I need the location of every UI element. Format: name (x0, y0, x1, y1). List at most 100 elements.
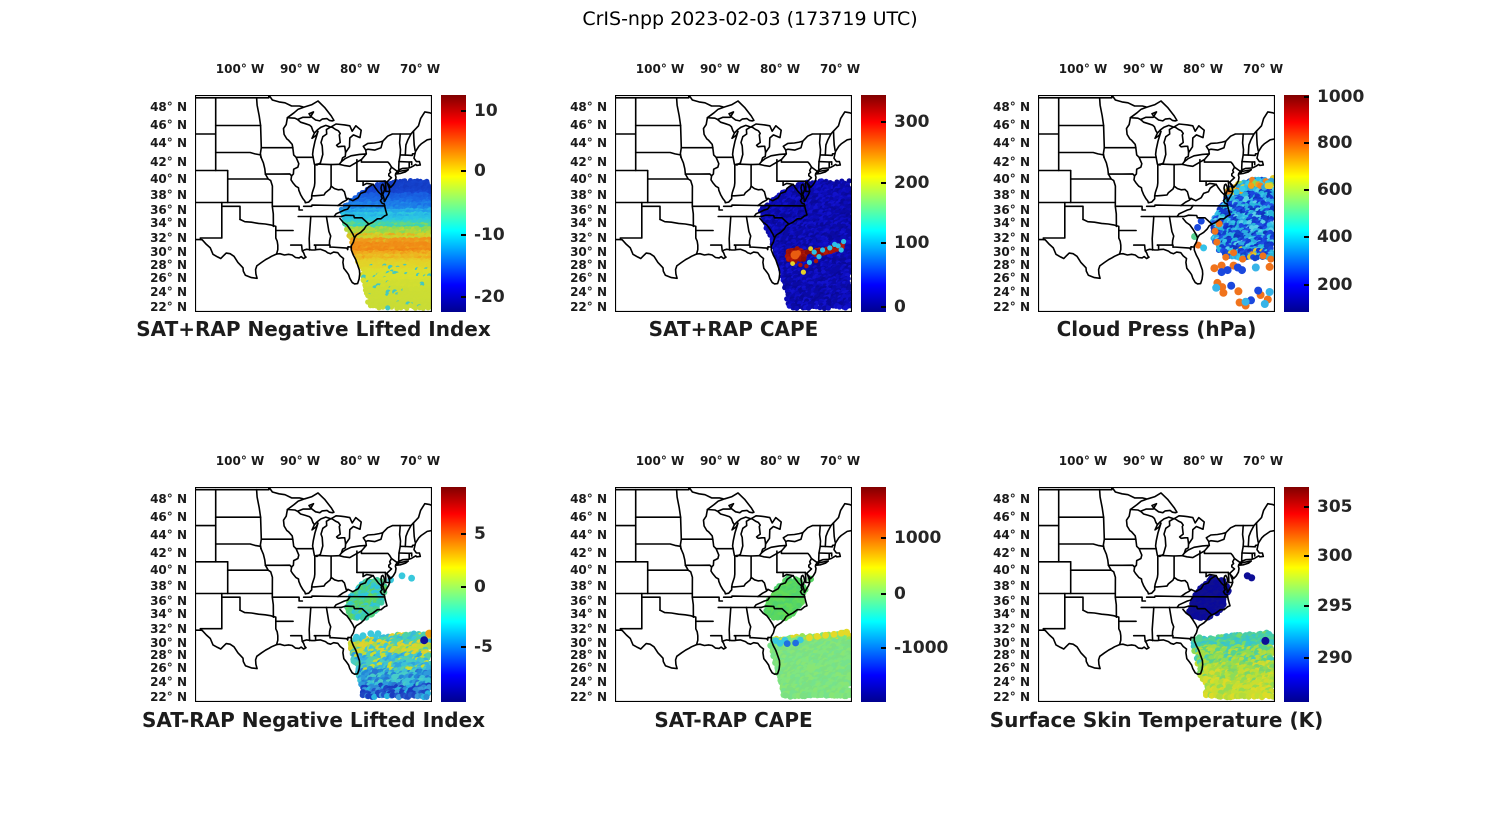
colorbar (441, 95, 466, 312)
colorbar-tick (461, 586, 466, 589)
lat-tick-label: 30° N (993, 635, 1030, 650)
lat-tick-label: 48° N (150, 491, 187, 506)
colorbar-tick-label: -1000 (894, 638, 949, 659)
lat-tick-label: 44° N (993, 527, 1030, 542)
colorbar-tick (1304, 505, 1309, 508)
panel-title: SAT-RAP CAPE (654, 708, 813, 732)
lat-tick-label: 40° N (993, 563, 1030, 578)
colorbar-tick-label: 1000 (1317, 87, 1365, 108)
lat-tick-label: 42° N (150, 546, 187, 561)
lat-tick-label: 26° N (150, 270, 187, 285)
colorbar-tick (1304, 189, 1309, 192)
lon-tick-label: 70° W (399, 454, 441, 468)
colorbar-tick-label: -20 (474, 286, 505, 307)
lat-tick-label: 30° N (150, 245, 187, 260)
colorbar-tick-label: -10 (474, 224, 505, 245)
lat-tick-label: 38° N (993, 188, 1030, 203)
lat-tick-label: 42° N (570, 155, 607, 170)
map-frame (1038, 487, 1275, 702)
lat-tick-label: 22° N (993, 300, 1030, 314)
lat-tick-label: 28° N (150, 257, 187, 272)
map-frame (1038, 95, 1275, 312)
lat-tick-label: 30° N (993, 245, 1030, 260)
lon-tick-label: 70° W (1242, 454, 1284, 468)
colorbar-tick (1304, 554, 1309, 557)
colorbar-tick-label: 0 (894, 584, 906, 605)
lon-tick-label: 90° W (1122, 454, 1164, 468)
lat-tick-label: 34° N (993, 606, 1030, 621)
colorbar-tick (1304, 656, 1309, 659)
colorbar (1284, 95, 1309, 312)
lon-tick-label: 80° W (339, 62, 381, 76)
lat-tick-label: 22° N (150, 300, 187, 314)
colorbar-tick-label: 305 (1317, 496, 1353, 517)
colorbar-tick-label: 1000 (894, 527, 942, 548)
map-canvas (195, 95, 432, 312)
map-canvas (615, 487, 852, 702)
lat-tick-label: 44° N (993, 135, 1030, 150)
lat-tick-label: 24° N (993, 285, 1030, 300)
lat-tick-label: 28° N (993, 257, 1030, 272)
lat-tick-label: 40° N (150, 563, 187, 578)
colorbar-tick-label: 400 (1317, 227, 1353, 248)
lat-tick-label: 34° N (150, 216, 187, 231)
map-canvas (1038, 95, 1275, 312)
colorbar-tick (461, 109, 466, 112)
colorbar-gradient (1284, 487, 1309, 702)
lat-tick-label: 36° N (150, 203, 187, 217)
colorbar-tick (1304, 604, 1309, 607)
lat-tick-label: 34° N (993, 216, 1030, 231)
colorbar-tick (461, 233, 466, 236)
lon-tick-label: 80° W (759, 454, 801, 468)
lat-tick-label: 30° N (570, 245, 607, 260)
lat-tick-label: 48° N (150, 99, 187, 114)
colorbar (441, 487, 466, 702)
lat-tick-label: 26° N (993, 270, 1030, 285)
colorbar (1284, 487, 1309, 702)
lat-tick-label: 22° N (150, 690, 187, 705)
lat-tick-label: 48° N (993, 491, 1030, 506)
colorbar-tick-label: 600 (1317, 180, 1353, 201)
lat-tick-label: 44° N (150, 527, 187, 542)
lat-tick-label: 44° N (570, 135, 607, 150)
colorbar-tick (1304, 96, 1309, 99)
colorbar-gradient (861, 95, 886, 312)
colorbar-tick (881, 241, 886, 244)
colorbar-gradient (441, 95, 466, 312)
lon-tick-label: 100° W (215, 62, 265, 76)
lat-tick-label: 32° N (570, 231, 607, 245)
lat-tick-label: 30° N (150, 635, 187, 650)
lat-tick-label: 42° N (570, 546, 607, 561)
colorbar-tick-label: 0 (474, 160, 486, 181)
colorbar-tick-label: 300 (1317, 545, 1353, 566)
lat-tick-label: 26° N (993, 661, 1030, 676)
panel-title: SAT-RAP Negative Lifted Index (141, 708, 486, 732)
colorbar-tick-label: 300 (894, 111, 930, 132)
state-boundaries (1038, 487, 1275, 675)
lat-tick-label: 22° N (993, 690, 1030, 705)
colorbar-tick-label: 5 (474, 524, 486, 545)
lat-tick-label: 28° N (570, 648, 607, 663)
colorbar-tick (881, 120, 886, 123)
colorbar-tick (461, 295, 466, 298)
lat-tick-label: 32° N (150, 621, 187, 636)
lat-tick-label: 36° N (993, 593, 1030, 608)
lat-tick-label: 34° N (150, 606, 187, 621)
lat-tick-label: 48° N (993, 99, 1030, 114)
lon-tick-label: 80° W (1182, 454, 1224, 468)
lon-tick-label: 70° W (819, 454, 861, 468)
lat-tick-label: 42° N (150, 155, 187, 170)
map-frame (615, 487, 852, 702)
lat-tick-label: 38° N (993, 579, 1030, 594)
lat-tick-label: 40° N (150, 171, 187, 186)
map-canvas (615, 95, 852, 312)
lon-tick-label: 100° W (1058, 62, 1108, 76)
lat-tick-label: 46° N (993, 509, 1030, 524)
panel-title: SAT+RAP Negative Lifted Index (136, 317, 491, 341)
state-boundaries (1038, 95, 1275, 285)
lon-tick-label: 80° W (759, 62, 801, 76)
lat-tick-label: 26° N (570, 661, 607, 676)
colorbar-tick-label: 290 (1317, 647, 1353, 668)
lon-tick-label: 80° W (339, 454, 381, 468)
lat-tick-label: 26° N (150, 661, 187, 676)
